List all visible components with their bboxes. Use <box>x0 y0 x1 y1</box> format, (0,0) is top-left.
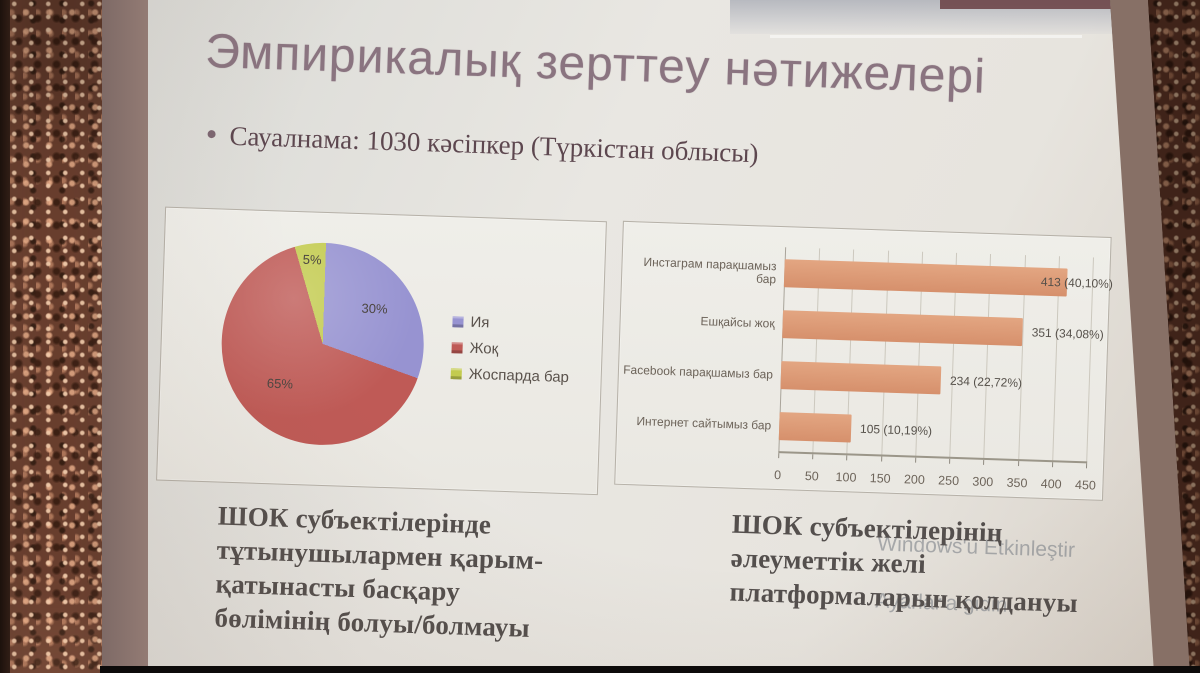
x-tick-label: 50 <box>804 468 819 484</box>
legend-swatch <box>450 368 462 380</box>
pie-chart: 30% 65% 5% <box>218 239 427 449</box>
x-tick-label: 0 <box>773 467 782 483</box>
legend-label: Ия <box>470 313 490 332</box>
bar-plot: 0 50 100 150 200 250 300 350 400 450 Инстаграм пар… <box>615 222 1114 500</box>
axis-tick <box>812 454 814 460</box>
bar <box>780 361 942 395</box>
axis-tick <box>778 453 780 459</box>
legend-label: Жоспарда бар <box>468 365 570 387</box>
legend-swatch <box>451 342 463 354</box>
bar-value-label: 351 (34,08%) <box>1031 325 1104 342</box>
axis-tick <box>846 455 848 461</box>
bar-category-label: Facebook парақшамыз бар <box>623 362 774 382</box>
bullet-text: Сауалнама: 1030 кәсіпкер (Түркістан облы… <box>229 120 759 169</box>
axis-tick <box>983 459 985 465</box>
screen-bezel-left <box>102 0 148 673</box>
bar-category-label: Интернет сайтымыз бар <box>636 414 772 433</box>
x-tick-label: 400 <box>1040 476 1062 492</box>
axis-tick <box>880 456 882 462</box>
bar-category-label: Инстаграм парақшамыз бар <box>643 254 777 286</box>
legend-swatch <box>452 316 464 328</box>
bar-value-label: 413 (40,10%) <box>1040 274 1114 292</box>
bar-value-label: 105 (10,19%) <box>859 421 933 439</box>
bottom-black-bar <box>100 666 1200 673</box>
copper-frame-left <box>10 0 102 673</box>
slide: Эмпирикалық зерттеу нәтижелері Сауалнама… <box>148 0 1134 673</box>
pie-legend: Ия Жоқ Жоспарда бар <box>450 313 570 386</box>
bullet-icon <box>207 129 216 139</box>
axis-tick <box>1051 462 1053 468</box>
axis-tick <box>1017 461 1019 467</box>
pie-chart-panel: 30% 65% 5% Ия Жоқ Жоспарда бар <box>156 206 607 496</box>
legend-label: Жоқ <box>469 339 499 358</box>
legend-item: Жоспарда бар <box>450 365 569 386</box>
bar-chart-panel: 0 50 100 150 200 250 300 350 400 450 Инстаграм пар… <box>614 220 1114 501</box>
x-axis-line <box>778 451 1088 464</box>
projection-screen: Эмпирикалық зерттеу нәтижелері Сауалнама… <box>148 0 1158 673</box>
axis-tick <box>949 458 951 464</box>
bar-value-label: 234 (22,72%) <box>949 373 1023 391</box>
legend-item: Ия <box>452 313 571 334</box>
legend-item: Жоқ <box>451 339 570 360</box>
slide-title: Эмпирикалық зерттеу нәтижелері <box>204 24 987 104</box>
bullet-item: Сауалнама: 1030 кәсіпкер (Түркістан облы… <box>207 120 759 169</box>
bar <box>778 412 852 443</box>
bar-category-label: Ешқайсы жоқ <box>700 314 775 331</box>
x-tick-label: 300 <box>972 474 994 490</box>
pie-slice-label: 65% <box>266 376 294 392</box>
caption-right: ШОК субъектілерінің әлеуметтік желі плат… <box>729 508 1079 619</box>
pie-slice-label: 5% <box>302 251 322 268</box>
x-tick-label: 250 <box>937 473 960 489</box>
axis-tick <box>1085 463 1088 469</box>
axis-tick <box>914 457 917 463</box>
pie-slice-label: 30% <box>361 300 388 317</box>
bar <box>782 310 1024 347</box>
x-tick-label: 150 <box>869 471 891 486</box>
caption-left: ШОК субъектілерінде тұтынушылармен қарым… <box>214 500 544 643</box>
x-tick-label: 350 <box>1006 475 1028 491</box>
x-tick-label: 200 <box>903 472 926 487</box>
x-tick-label: 450 <box>1074 477 1097 493</box>
x-tick-label: 100 <box>835 469 857 485</box>
window-titlebar-fragment <box>940 0 1112 9</box>
